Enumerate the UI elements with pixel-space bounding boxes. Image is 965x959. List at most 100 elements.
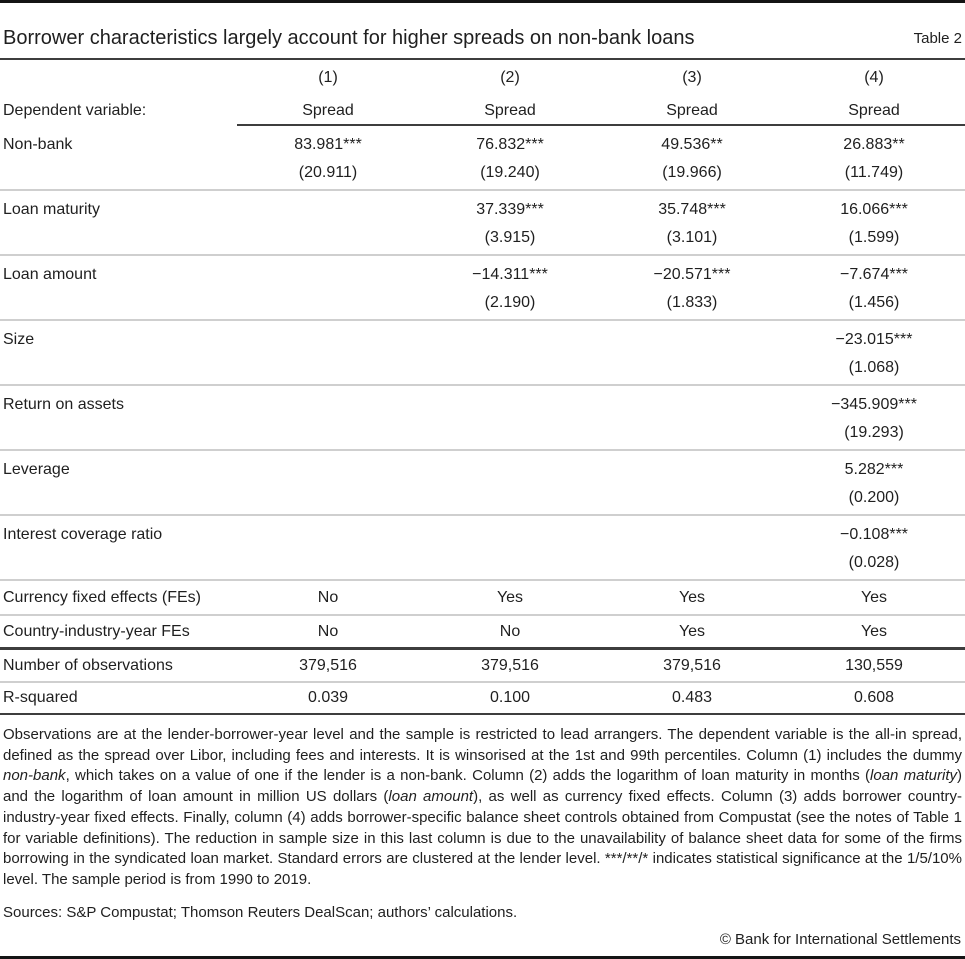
stat-value: 0.039 <box>307 689 349 706</box>
coefficient-value: −20.571*** <box>653 266 731 283</box>
coefficient-group: Non-bank 83.981*** 76.832*** 49.536** 26.883… <box>0 126 965 191</box>
dependent-variable-row: Dependent variable: Spread Spread Spread Sp… <box>0 96 965 126</box>
standard-error-row: (20.911) (19.240) (19.966) (11.749) <box>0 159 965 187</box>
stat-value: 379,516 <box>663 656 721 674</box>
notes-segment: Observations are at the lender-borrower-… <box>3 726 962 764</box>
column-header: (2) <box>500 69 520 86</box>
copyright-line: © Bank for International Settlements <box>719 931 961 948</box>
regression-table: (1) (2) (3) (4) Dependent variable: Spread S… <box>0 60 965 715</box>
notes-italic-segment: loan maturity <box>870 767 957 785</box>
row-label: Size <box>3 331 35 348</box>
dependent-variable-value: Spread <box>302 102 354 119</box>
coefficient-value: −345.909*** <box>831 396 917 413</box>
stat-value: 0.608 <box>853 689 895 706</box>
standard-error: (3.101) <box>666 229 718 246</box>
table-notes: Observations are at the lender-borrower-… <box>3 725 962 891</box>
standard-error: (1.833) <box>666 294 718 311</box>
table-row: Return on assets −345.909*** <box>0 391 965 419</box>
row-label: Leverage <box>3 461 70 478</box>
coefficient-group: Return on assets −345.909*** (19.293) <box>0 386 965 451</box>
coefficient-value: −14.311*** <box>472 266 548 283</box>
coefficient-group: Leverage 5.282*** (0.200) <box>0 451 965 516</box>
fe-value: Yes <box>860 588 888 606</box>
standard-error-row: (0.028) <box>0 549 965 577</box>
standard-error: (3.915) <box>484 229 536 246</box>
table-row: Currency fixed effects (FEs) No Yes Yes Yes <box>0 581 965 616</box>
statistics-rows: Number of observations 379,516 379,516 379,… <box>0 650 965 715</box>
coefficient-value: 26.883** <box>843 136 905 153</box>
coefficient-group: Interest coverage ratio −0.108*** (0.028) <box>0 516 965 581</box>
stat-value: 0.100 <box>489 689 531 706</box>
table-row: Loan amount −14.311*** −20.571*** −7.674*** <box>0 261 965 289</box>
row-label: Dependent variable: <box>3 102 147 119</box>
notes-italic-segment: non-bank <box>3 767 66 785</box>
standard-error: (0.200) <box>848 489 900 506</box>
coefficient-value: 49.536** <box>661 136 723 153</box>
fe-value: Yes <box>496 588 524 606</box>
standard-error: (19.240) <box>480 164 540 181</box>
coefficient-group: Loan maturity 37.339*** 35.748*** 16.066***… <box>0 191 965 256</box>
table-row: Number of observations 379,516 379,516 379,… <box>0 650 965 683</box>
column-header: (4) <box>864 69 884 86</box>
notes-segment: ), as well as currency fixed effects. Co… <box>3 788 962 888</box>
coefficient-group: Loan amount −14.311*** −20.571*** −7.674***… <box>0 256 965 321</box>
coefficient-value: 35.748*** <box>658 201 726 218</box>
table-row: Non-bank 83.981*** 76.832*** 49.536** 26.883… <box>0 131 965 159</box>
row-label: Loan amount <box>3 266 97 283</box>
row-label: Currency fixed effects (FEs) <box>3 588 201 606</box>
table-number-label: Table 2 <box>913 30 962 47</box>
table-title: Borrower characteristics largely account… <box>3 27 695 49</box>
column-header: (1) <box>318 69 338 86</box>
coefficient-rows: Non-bank 83.981*** 76.832*** 49.536** 26.883… <box>0 126 965 581</box>
row-label: Non-bank <box>3 136 73 153</box>
row-label: Interest coverage ratio <box>3 526 163 543</box>
dependent-variable-value: Spread <box>848 102 900 119</box>
dependent-variable-value: Spread <box>484 102 536 119</box>
coefficient-value: 37.339*** <box>476 201 544 218</box>
stat-value: 379,516 <box>481 656 539 674</box>
standard-error: (1.068) <box>848 359 900 376</box>
row-label: Return on assets <box>3 396 124 413</box>
column-header: (3) <box>682 69 702 86</box>
stat-value: 130,559 <box>845 656 903 674</box>
standard-error-row: (1.068) <box>0 354 965 382</box>
coefficient-value: −23.015*** <box>835 331 913 348</box>
coefficient-value: 5.282*** <box>844 461 904 478</box>
coefficient-value: 76.832*** <box>476 136 544 153</box>
notes-segment: , which takes on a value of one if the l… <box>65 767 871 785</box>
standard-error-row: (19.293) <box>0 419 965 447</box>
fe-value: No <box>317 622 339 640</box>
coefficient-group: Size −23.015*** (1.068) <box>0 321 965 386</box>
standard-error-row: (2.190) (1.833) (1.456) <box>0 289 965 317</box>
standard-error: (1.599) <box>848 229 900 246</box>
fe-value: Yes <box>860 622 888 640</box>
coefficient-value: 83.981*** <box>294 136 362 153</box>
table-row: Loan maturity 37.339*** 35.748*** 16.066*** <box>0 196 965 224</box>
coefficient-value: −7.674*** <box>839 266 909 283</box>
column-number-row: (1) (2) (3) (4) <box>0 60 965 96</box>
standard-error-row: (3.915) (3.101) (1.599) <box>0 224 965 252</box>
standard-error: (20.911) <box>298 164 358 181</box>
notes-italic-segment: loan amount <box>388 788 474 806</box>
standard-error: (1.456) <box>848 294 900 311</box>
table-row: Size −23.015*** <box>0 326 965 354</box>
table-row: Leverage 5.282*** <box>0 456 965 484</box>
dependent-variable-value: Spread <box>666 102 718 119</box>
standard-error: (19.966) <box>662 164 722 181</box>
row-label: Loan maturity <box>3 201 100 218</box>
sources-line: Sources: S&P Compustat; Thomson Reuters … <box>3 903 518 921</box>
table-row: Interest coverage ratio −0.108*** <box>0 521 965 549</box>
table-row: R-squared 0.039 0.100 0.483 0.608 <box>0 683 965 715</box>
standard-error: (2.190) <box>484 294 536 311</box>
stat-value: 0.483 <box>671 689 713 706</box>
row-label: R-squared <box>3 689 78 706</box>
table-row: Country-industry-year FEs No No Yes Yes <box>0 616 965 650</box>
standard-error-row: (0.200) <box>0 484 965 512</box>
row-label: Country-industry-year FEs <box>3 622 190 640</box>
coefficient-value: 16.066*** <box>840 201 908 218</box>
standard-error: (0.028) <box>848 554 900 571</box>
fe-value: Yes <box>678 588 706 606</box>
standard-error: (19.293) <box>844 424 904 441</box>
stat-value: 379,516 <box>299 656 357 674</box>
